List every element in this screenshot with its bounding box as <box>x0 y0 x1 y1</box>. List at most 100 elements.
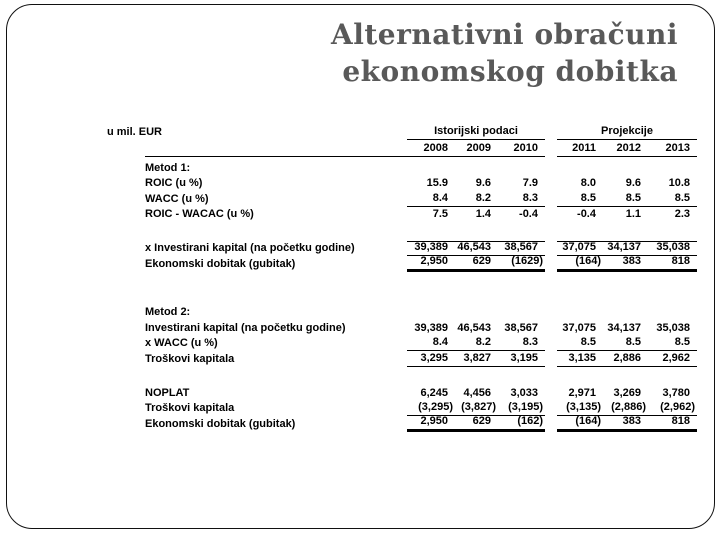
value-cell: 8.3 <box>522 191 538 204</box>
value-block: 2,971 3,269 3,780 <box>557 385 697 401</box>
table-row: x Investirani kapital (na početku godine… <box>107 240 697 257</box>
value-cell: 2,950 <box>420 414 448 427</box>
value-cell: 8.5 <box>580 191 596 204</box>
value-cell: 8.4 <box>432 336 448 348</box>
value-cell: 3,827 <box>463 351 491 364</box>
value-cell: (164) <box>575 414 601 427</box>
value-cell: 8.3 <box>522 336 538 348</box>
value-cell: 46,543 <box>457 241 491 253</box>
group-header-istorijski-podaci: Istorijski podaci <box>407 123 545 140</box>
value-cell: 38,567 <box>504 241 538 253</box>
value-cell: 629 <box>472 254 491 267</box>
table-row: Ekonomski dobitak (gubitak) 2,950 629 (162)… <box>107 414 697 432</box>
value-cell: (3,295) <box>418 401 453 413</box>
table-row: WACC (u %) 8.4 8.2 8.3 8.5 8.5 8.5 <box>107 191 697 207</box>
table-spacer <box>107 272 697 305</box>
column-gap <box>545 385 557 401</box>
table-row: Investirani kapital (na početku godine) 3… <box>107 320 697 336</box>
column-gap <box>545 401 557 417</box>
value-cell: 1.1 <box>625 208 641 220</box>
column-gap <box>545 140 557 157</box>
value-cell: 2,971 <box>568 386 596 399</box>
value-cell: 8.5 <box>674 336 690 348</box>
row-label: ROIC - WACAC (u %) <box>145 208 254 220</box>
row-label: Metod 1: <box>145 161 191 174</box>
value-cell: (3,827) <box>461 401 496 413</box>
year-cell: 2010 <box>513 142 538 154</box>
value-cell: 818 <box>671 254 690 267</box>
column-gap <box>545 123 557 140</box>
value-cell: 383 <box>622 254 641 267</box>
value-cell: 3,295 <box>420 351 448 364</box>
row-label: ROIC (u %) <box>145 177 203 189</box>
group-header-label: Projekcije <box>601 125 653 137</box>
value-cell: 8.5 <box>625 191 641 204</box>
years-row-leader <box>145 140 407 157</box>
table-row: Troškovi kapitala 3,295 3,827 3,195 3,135 2,8… <box>107 351 697 367</box>
row-label: Troškovi kapitala <box>145 352 235 365</box>
row-label: NOPLAT <box>145 386 190 399</box>
column-gap <box>545 416 557 432</box>
row-label: WACC (u %) <box>145 192 209 205</box>
value-cell: 35,038 <box>656 241 690 253</box>
value-block: 39,389 46,543 38,567 <box>407 320 545 336</box>
slide-title-line1: Alternativni obračuni <box>331 18 678 51</box>
value-cell: 3,780 <box>662 386 690 399</box>
value-block: 15.9 9.6 7.9 <box>407 176 545 192</box>
slide-title: Alternativni obračuni ekonomskog dobitka <box>331 16 678 90</box>
value-block: (164) 383 818 <box>557 254 697 272</box>
value-cell: (1629) <box>511 254 543 267</box>
value-block: 37,075 34,137 35,038 <box>557 240 697 256</box>
column-gap <box>545 351 557 367</box>
column-gap <box>545 256 557 272</box>
value-block: 8.0 9.6 10.8 <box>557 176 697 192</box>
value-block: 2,950 629 (1629) <box>407 254 545 272</box>
value-cell: 35,038 <box>656 321 690 334</box>
value-block: 8.5 8.5 8.5 <box>557 191 697 207</box>
value-cell: 8.2 <box>475 336 491 348</box>
column-gap <box>545 320 557 336</box>
row-label: x Investirani kapital (na početku godine… <box>145 242 355 254</box>
value-cell: (3,195) <box>508 401 543 413</box>
value-cell: 4,456 <box>463 386 491 399</box>
slide-title-line2: ekonomskog dobitka <box>342 55 678 88</box>
row-label: Ekonomski dobitak (gubitak) <box>145 417 296 430</box>
value-block: (164) 383 818 <box>557 414 697 432</box>
value-cell: 3,033 <box>510 386 538 399</box>
table-spacer <box>107 222 697 241</box>
value-block: (3,295) (3,827) (3,195) <box>407 401 545 416</box>
unit-label: u mil. EUR <box>107 126 163 138</box>
value-cell: 39,389 <box>414 241 448 253</box>
value-cell: 46,543 <box>457 321 491 334</box>
column-gap <box>545 241 557 257</box>
year-cell: 2012 <box>616 142 641 154</box>
value-cell: 9.6 <box>625 177 641 189</box>
table-header-groups: u mil. EUR Istorijski podaci Projekcije <box>107 123 697 140</box>
row-label: Investirani kapital (na početku godine) <box>145 321 346 334</box>
table-row: Metod 1: <box>107 160 697 176</box>
value-block: 3,135 2,886 2,962 <box>557 351 697 367</box>
row-label: x WACC (u %) <box>145 337 218 349</box>
column-gap <box>545 207 557 223</box>
financial-table: u mil. EUR Istorijski podaci Projekcije … <box>107 123 697 432</box>
value-cell: 2.3 <box>674 208 690 220</box>
value-cell: 9.6 <box>475 177 491 189</box>
value-cell: 3,195 <box>510 351 538 364</box>
column-gap <box>545 191 557 207</box>
table-row: NOPLAT 6,245 4,456 3,033 2,971 3,269 3,780 <box>107 385 697 401</box>
table-row: Troškovi kapitala (3,295) (3,827) (3,195) (3… <box>107 401 697 417</box>
value-cell: 39,389 <box>414 321 448 334</box>
value-cell: (3,135) <box>566 401 601 413</box>
projection-years: 2011 2012 2013 <box>557 140 697 157</box>
value-cell: 2,962 <box>662 351 690 364</box>
value-block: 3,295 3,827 3,195 <box>407 351 545 367</box>
value-cell: 8.5 <box>580 336 596 348</box>
value-cell: 7.9 <box>522 177 538 189</box>
column-gap <box>545 336 557 352</box>
value-cell: 8.2 <box>475 191 491 204</box>
value-cell: (164) <box>575 254 601 267</box>
group-header-projekcije: Projekcije <box>557 123 697 140</box>
table-row: Ekonomski dobitak (gubitak) 2,950 629 (1629… <box>107 254 697 272</box>
slide-border-frame <box>6 4 715 529</box>
table-body: Metod 1: ROIC (u %) 15.9 9.6 7.9 8.0 9.6 10.8 WA… <box>107 157 697 432</box>
